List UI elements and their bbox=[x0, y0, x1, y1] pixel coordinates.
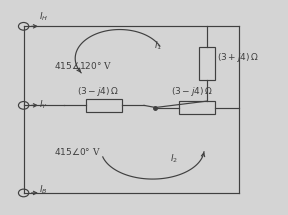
Bar bbox=[86, 99, 122, 112]
Text: $(3 + j4)\,\Omega$: $(3 + j4)\,\Omega$ bbox=[217, 51, 259, 64]
Text: $I_B$: $I_B$ bbox=[39, 184, 48, 197]
Bar bbox=[199, 47, 215, 80]
Text: $(3 - j4)\,\Omega$: $(3 - j4)\,\Omega$ bbox=[171, 85, 213, 98]
Text: $I_1$: $I_1$ bbox=[154, 39, 162, 52]
Text: $I_2$: $I_2$ bbox=[170, 152, 178, 165]
Bar bbox=[179, 101, 215, 114]
Text: $415\angle120°$ V: $415\angle120°$ V bbox=[54, 60, 112, 71]
Text: $415\angle0°$ V: $415\angle0°$ V bbox=[54, 146, 101, 157]
Text: $I_Y$: $I_Y$ bbox=[39, 98, 48, 111]
Text: $I_H$: $I_H$ bbox=[39, 11, 49, 23]
Text: $(3 - j4)\,\Omega$: $(3 - j4)\,\Omega$ bbox=[77, 85, 119, 98]
